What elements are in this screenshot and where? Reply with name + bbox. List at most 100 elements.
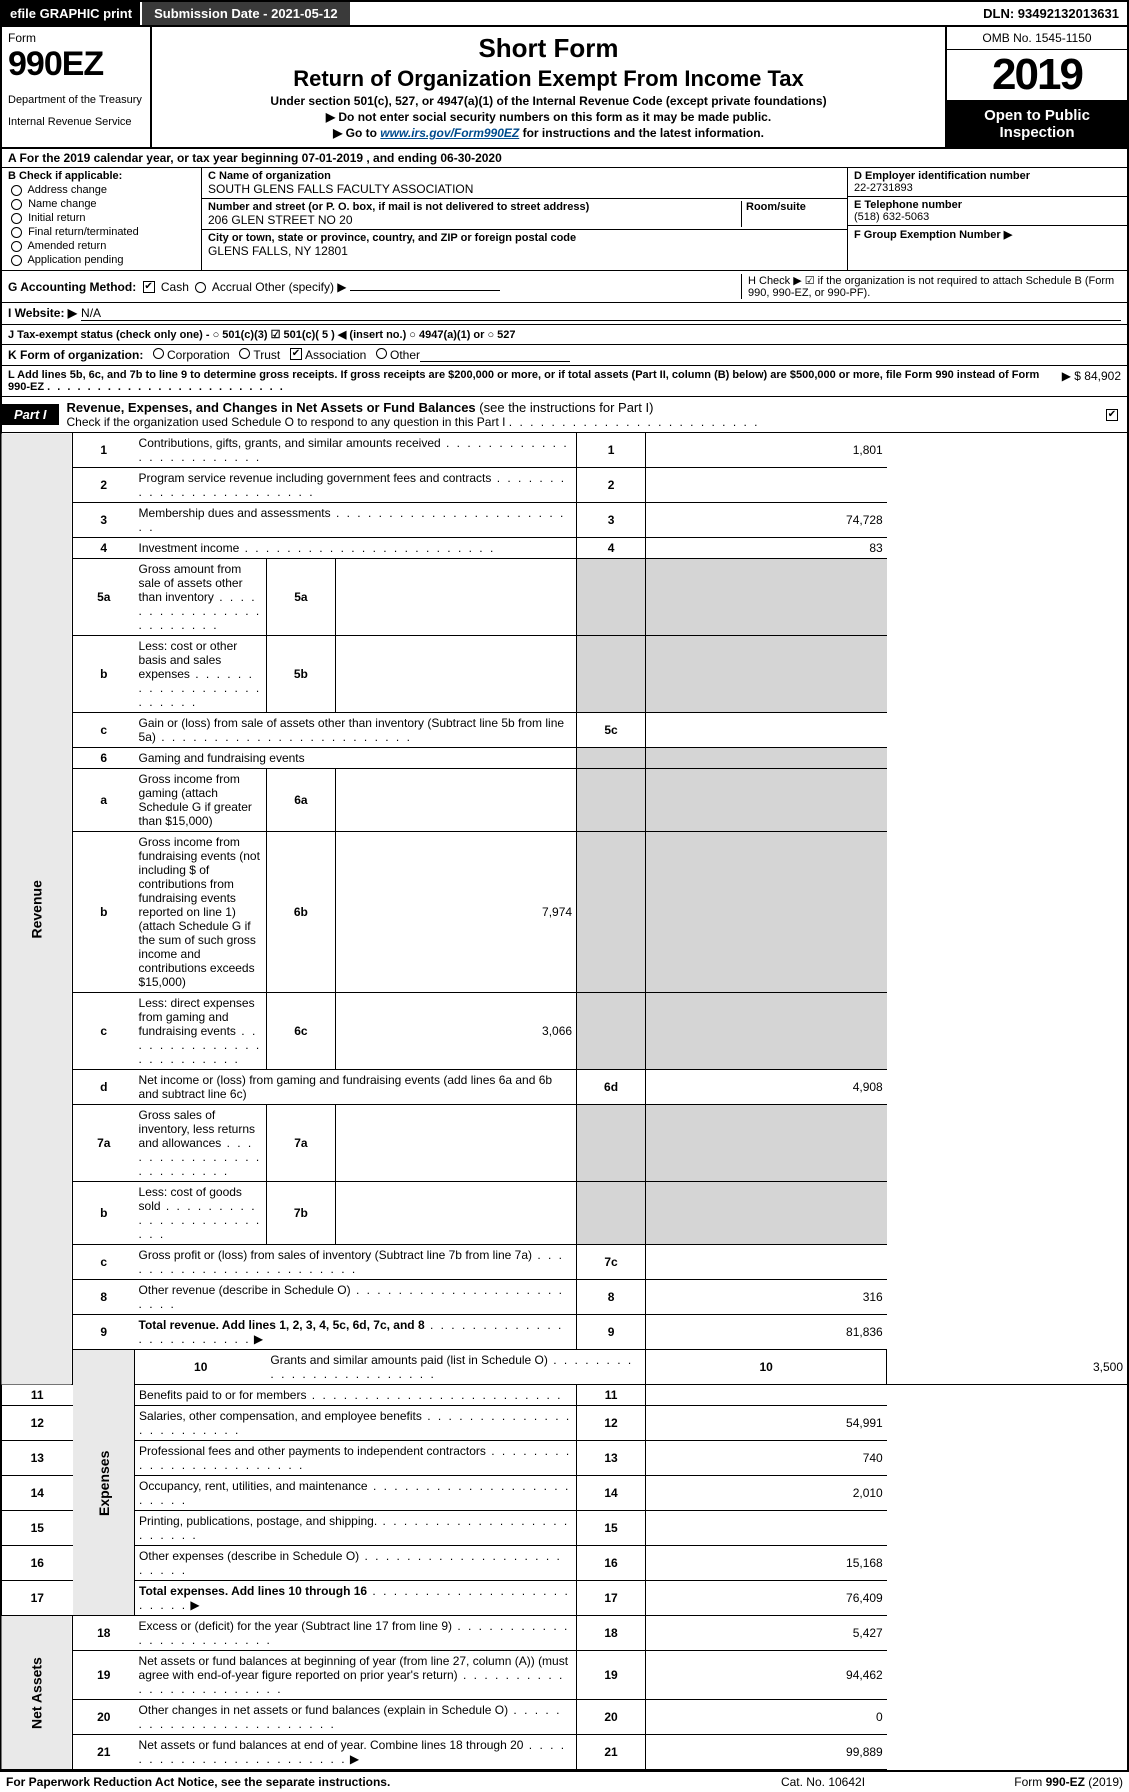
l7c-desc: Gross profit or (loss) from sales of inv… [135,1245,577,1280]
chk-cash[interactable] [143,281,155,293]
l7c-val [646,1245,887,1280]
open-to-public: Open to Public Inspection [947,101,1127,147]
l8-val: 316 [646,1280,887,1315]
submission-date-label: Submission Date - 2021-05-12 [140,2,350,25]
row-g-h: G Accounting Method: Cash Accrual Other … [0,271,1129,303]
chk-trust[interactable] [239,348,250,359]
row-h: H Check ▶ ☑ if the organization is not r… [741,274,1121,299]
group-exemption-label: F Group Exemption Number ▶ [854,229,1012,241]
chk-application-pending[interactable]: Application pending [8,254,195,266]
tax-exempt-status: J Tax-exempt status (check only one) - ○… [8,328,516,341]
chk-association[interactable] [290,348,302,360]
l6d-desc: Net income or (loss) from gaming and fun… [135,1070,577,1105]
title-return: Return of Organization Exempt From Incom… [158,66,939,92]
header-right: OMB No. 1545-1150 2019 Open to Public In… [947,27,1127,147]
l6-desc: Gaming and fundraising events [135,748,577,769]
city-label: City or town, state or province, country… [208,232,576,244]
l5a-desc: Gross amount from sale of assets other t… [135,559,267,636]
boxes-def: D Employer identification number 22-2731… [847,168,1127,270]
tax-year: 2019 [947,50,1127,101]
addr-val: 206 GLEN STREET NO 20 [208,213,353,227]
box-f: F Group Exemption Number ▶ [848,226,1127,243]
dept-label: Department of the Treasury [8,94,144,106]
chk-name-change[interactable]: Name change [8,198,195,210]
paperwork-notice: For Paperwork Reduction Act Notice, see … [6,1775,723,1789]
part1-table: Revenue 1 Contributions, gifts, grants, … [0,433,1129,1770]
l18-desc: Excess or (deficit) for the year (Subtra… [135,1616,577,1651]
city-val: GLENS FALLS, NY 12801 [208,244,348,258]
l7a-subval [335,1105,576,1182]
box-c: C Name of organization SOUTH GLENS FALLS… [202,168,847,270]
part1-tab: Part I [2,404,59,425]
chk-address-change[interactable]: Address change [8,184,195,196]
l20-desc: Other changes in net assets or fund bala… [135,1700,577,1735]
part1-title: Revenue, Expenses, and Changes in Net As… [59,397,1097,432]
l16-val: 15,168 [646,1546,887,1581]
l17-desc: Total expenses. Add lines 10 through 16 … [135,1581,577,1616]
l12-desc: Salaries, other compensation, and employ… [135,1406,577,1441]
city-row: City or town, state or province, country… [202,230,847,260]
topbar-spacer [350,2,976,25]
header-left: Form 990EZ Department of the Treasury In… [2,27,152,147]
l5a-subval [335,559,576,636]
other-org-input[interactable] [420,348,570,362]
l1-desc: Contributions, gifts, grants, and simila… [135,433,577,468]
chk-other-org[interactable] [376,348,387,359]
l17-val: 76,409 [646,1581,887,1616]
l10-val: 3,500 [887,1350,1128,1385]
l6a-desc: Gross income from gaming (attach Schedul… [135,769,267,832]
l5b-subval [335,636,576,713]
l6b-desc: Gross income from fundraising events (no… [135,832,267,993]
chk-corp[interactable] [153,348,164,359]
chk-accrual[interactable] [195,282,206,293]
part1-schedule-o-check[interactable] [1097,405,1127,425]
website-label: I Website: ▶ [8,306,77,321]
dln-label: DLN: 93492132013631 [975,2,1127,25]
box-d: D Employer identification number 22-2731… [848,168,1127,197]
l3-val: 74,728 [646,503,887,538]
entity-block: B Check if applicable: Address change Na… [0,168,1129,271]
irs-link[interactable]: www.irs.gov/Form990EZ [380,126,519,140]
l11-val [646,1385,887,1406]
l5c-val [646,713,887,748]
l4-desc: Investment income [135,538,577,559]
title-short-form: Short Form [158,33,939,64]
addr-row: Number and street (or P. O. box, if mail… [202,199,847,230]
l5c-desc: Gain or (loss) from sale of assets other… [135,713,577,748]
l19-desc: Net assets or fund balances at beginning… [135,1651,577,1700]
website-val: N/A [81,306,1121,321]
l11-desc: Benefits paid to or for members [135,1385,577,1406]
subtitle-section: Under section 501(c), 527, or 4947(a)(1)… [158,94,939,108]
efile-print-label[interactable]: efile GRAPHIC print [2,2,140,25]
chk-final-return[interactable]: Final return/terminated [8,226,195,238]
cat-no: Cat. No. 10642I [723,1775,923,1789]
room-label: Room/suite [746,201,806,213]
l9-desc: Total revenue. Add lines 1, 2, 3, 4, 5c,… [135,1315,577,1350]
irs-label: Internal Revenue Service [8,116,144,128]
chk-initial-return[interactable]: Initial return [8,212,195,224]
goto-pre: ▶ Go to [333,126,380,140]
accounting-other-input[interactable] [350,290,500,291]
header-mid: Short Form Return of Organization Exempt… [152,27,947,147]
top-bar: efile GRAPHIC print Submission Date - 20… [0,0,1129,27]
l7b-desc: Less: cost of goods sold [135,1182,267,1245]
subtitle-goto: ▶ Go to www.irs.gov/Form990EZ for instru… [158,126,939,140]
part1-header: Part I Revenue, Expenses, and Changes in… [0,397,1129,433]
l6a-subval [335,769,576,832]
l6c-subval: 3,066 [335,993,576,1070]
ein-label: D Employer identification number [854,170,1030,182]
row-i: I Website: ▶ N/A [0,303,1129,325]
l3-desc: Membership dues and assessments [135,503,577,538]
chk-amended-return[interactable]: Amended return [8,240,195,252]
omb-label: OMB No. 1545-1150 [947,27,1127,50]
l7a-desc: Gross sales of inventory, less returns a… [135,1105,267,1182]
side-expenses: Expenses [73,1350,135,1616]
form-header: Form 990EZ Department of the Treasury In… [0,27,1129,149]
l8-desc: Other revenue (describe in Schedule O) [135,1280,577,1315]
l6d-val: 4,908 [646,1070,887,1105]
row-l-amount: ▶ $ 84,902 [1054,369,1121,393]
l15-val [646,1511,887,1546]
l1-no: 1 [73,433,135,468]
l9-val: 81,836 [646,1315,887,1350]
l19-val: 94,462 [646,1651,887,1700]
